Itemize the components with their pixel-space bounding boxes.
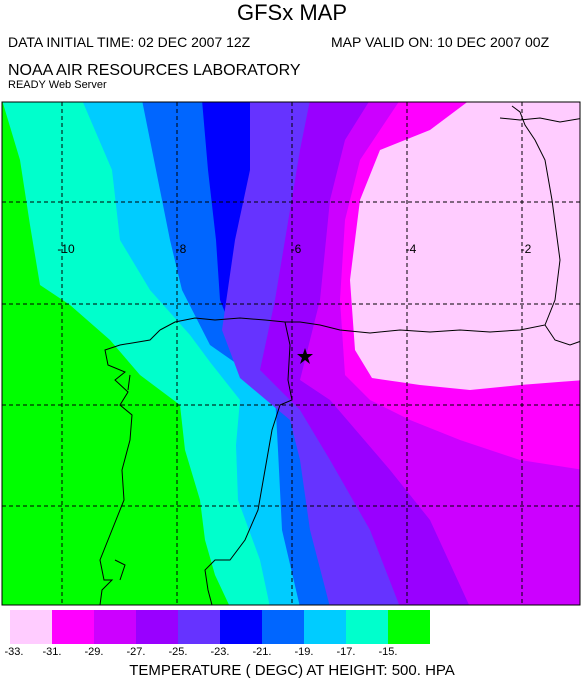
legend-tick-label: -33. bbox=[4, 646, 24, 658]
legend-swatch bbox=[346, 610, 388, 644]
server-label: READY Web Server bbox=[8, 79, 107, 91]
legend-tick-label: -15. bbox=[378, 646, 398, 658]
longitude-labels: -10 -8 -6 -4 -2 bbox=[57, 242, 531, 256]
longitude-label-minus-8: -8 bbox=[176, 242, 187, 256]
map-frame bbox=[1, 101, 581, 606]
coastlines bbox=[99, 105, 580, 605]
legend-tick-label: -29. bbox=[84, 646, 104, 658]
legend-swatch bbox=[52, 610, 94, 644]
grid-lines bbox=[2, 102, 580, 605]
legend-title: TEMPERATURE ( DEGC) AT HEIGHT: 500. HPA bbox=[129, 662, 455, 679]
legend-tick-label: -27. bbox=[126, 646, 146, 658]
legend-tick-label: -17. bbox=[336, 646, 356, 658]
valid-time-label: MAP VALID ON: 10 DEC 2007 00Z bbox=[331, 34, 550, 50]
longitude-label-minus-4: -4 bbox=[406, 242, 417, 256]
legend-swatch bbox=[262, 610, 304, 644]
legend-swatch bbox=[94, 610, 136, 644]
legend-tick-label: -25. bbox=[168, 646, 188, 658]
legend-tick-label: -23. bbox=[210, 646, 230, 658]
legend-swatch bbox=[10, 610, 52, 644]
organization-label: NOAA AIR RESOURCES LABORATORY bbox=[8, 62, 301, 79]
band-minus-15 bbox=[2, 102, 230, 605]
page-title: GFSx MAP bbox=[236, 0, 347, 25]
legend-swatch bbox=[136, 610, 178, 644]
legend-swatch bbox=[304, 610, 346, 644]
legend-tick-label: -19. bbox=[294, 646, 314, 658]
legend-swatch bbox=[220, 610, 262, 644]
legend-tick-label: -31. bbox=[42, 646, 62, 658]
longitude-label-minus-6: -6 bbox=[291, 242, 302, 256]
star-icon bbox=[297, 348, 313, 364]
contour-fills bbox=[2, 102, 580, 605]
band-minus-13 bbox=[2, 505, 224, 605]
longitude-label-minus-2: -2 bbox=[521, 242, 532, 256]
longitude-label-minus-10: -10 bbox=[57, 242, 75, 256]
legend-swatch bbox=[178, 610, 220, 644]
legend-color-bar bbox=[10, 610, 430, 644]
initial-time-label: DATA INITIAL TIME: 02 DEC 2007 12Z bbox=[8, 34, 251, 50]
legend-tick-label: -21. bbox=[252, 646, 272, 658]
legend-swatch bbox=[388, 610, 430, 644]
band-minus-15-west bbox=[2, 345, 30, 369]
